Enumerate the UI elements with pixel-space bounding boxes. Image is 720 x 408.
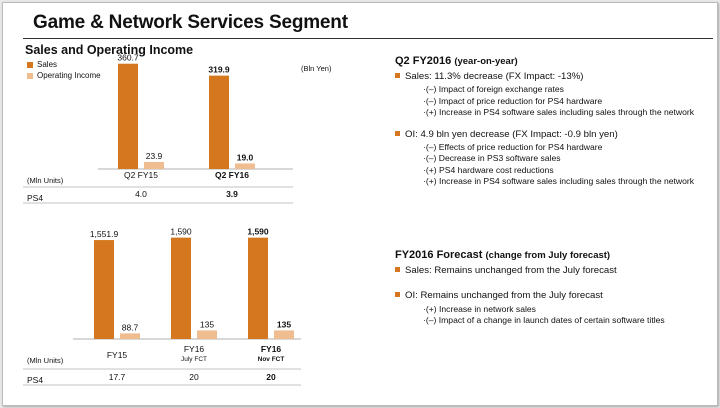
q2-bar-chart: 360.7 23.9 Q2 FY15 4.0 319.9 19.0 Q2 FY16 3.9 <box>23 53 293 204</box>
legend-oi: Operating Income <box>27 70 101 81</box>
fy-sales-bullet: Sales: Remains unchanged from the July f… <box>395 265 715 276</box>
q2-table-row-label: PS4 <box>27 193 44 203</box>
q2-sales-bullet: Sales: 11.3% decrease (FX Impact: -13%) <box>395 71 715 82</box>
fy-oi-bullet: OI: Remains unchanged from the July fore… <box>395 290 715 301</box>
category-label: FY16 <box>184 344 205 354</box>
list-item: ·(+) Increase in PS4 software sales incl… <box>423 106 695 117</box>
sales-data-label: 1,551.9 <box>90 229 119 239</box>
list-item: ·(–) Impact of a change in launch dates … <box>423 314 665 325</box>
oi-bar <box>120 333 140 339</box>
q2-heading: Q2 FY2016 (year-on-year) <box>395 55 715 67</box>
legend-sales: Sales <box>27 59 101 70</box>
list-item: ·(–) Impact of foreign exchange rates <box>423 84 564 95</box>
oi-bar <box>144 162 164 169</box>
fy-heading: FY2016 Forecast (change from July foreca… <box>395 249 715 261</box>
title-rule <box>23 38 713 39</box>
chart-subtitle: Sales and Operating Income <box>25 43 194 57</box>
fy-summary: FY2016 Forecast (change from July foreca… <box>395 249 715 326</box>
legend-oi-swatch <box>27 72 33 79</box>
category-label: FY16 <box>261 344 282 354</box>
table-cell-value: 3.9 <box>226 189 238 199</box>
sales-data-label: 360.7 <box>117 53 139 63</box>
unit-bln-yen: (Bln Yen) <box>301 64 332 73</box>
q2-heading-note: (year-on-year) <box>454 56 518 67</box>
fy-table-row-label: PS4 <box>27 375 44 385</box>
table-cell-value: 20 <box>266 372 276 382</box>
list-item: ·(–) Effects of price reduction for PS4 … <box>423 142 603 153</box>
bullet-square-icon <box>395 267 400 273</box>
oi-data-label: 135 <box>277 319 291 329</box>
sales-bar <box>209 75 229 169</box>
oi-data-label: 19.0 <box>237 152 254 162</box>
sales-bar <box>118 63 138 169</box>
bullet-square-icon <box>395 73 400 79</box>
legend-sales-swatch <box>27 61 33 68</box>
fy-oi-items: ·(+) Increase in network sales ·(–) Impa… <box>423 304 715 326</box>
legend-oi-label: Operating Income <box>37 71 101 80</box>
q2-summary: Q2 FY2016 (year-on-year) Sales: 11.3% de… <box>395 55 715 187</box>
bullet-square-icon <box>395 131 400 137</box>
page-title: Game & Network Services Segment <box>33 12 348 33</box>
fy-bar-chart: 1,551.9 88.7 FY15 17.7 1,590 135 FY16 July FCT 2… <box>23 227 301 386</box>
legend-sales-label: Sales <box>37 60 58 69</box>
q2-oi-items: ·(–) Effects of price reduction for PS4 … <box>423 142 715 187</box>
category-label: FY15 <box>107 350 128 360</box>
fy-sales-text: Sales: Remains unchanged from the July f… <box>405 265 617 277</box>
category-label: Q2 FY16 <box>215 170 249 180</box>
list-item: ·(+) PS4 hardware cost reductions <box>423 164 554 175</box>
fy-heading-text: FY2016 Forecast <box>395 249 483 261</box>
oi-bar <box>235 163 255 169</box>
sales-data-label: 319.9 <box>208 65 230 75</box>
q2-oi-bullet: OI: 4.9 bln yen decrease (FX Impact: -0.… <box>395 129 715 140</box>
table-cell-value: 4.0 <box>135 189 147 199</box>
q2-oi-text: OI: 4.9 bln yen decrease (FX Impact: -0.… <box>405 129 618 141</box>
list-item: ·(+) Increase in PS4 software sales incl… <box>423 175 695 186</box>
category-label: Q2 FY15 <box>124 170 158 180</box>
bullet-square-icon <box>395 292 400 298</box>
sales-data-label: 1,590 <box>170 227 192 237</box>
q2-table-unit: (Mln Units) <box>27 176 64 185</box>
category-sublabel: July FCT <box>181 356 207 363</box>
list-item: ·(–) Impact of price reduction for PS4 h… <box>423 95 603 106</box>
q2-sales-items: ·(–) Impact of foreign exchange rates ·(… <box>423 84 715 118</box>
oi-data-label: 23.9 <box>146 151 163 161</box>
oi-data-label: 135 <box>200 319 214 329</box>
oi-bar <box>197 330 217 339</box>
category-sublabel: Nov FCT <box>258 356 285 363</box>
q2-heading-text: Q2 FY2016 <box>395 55 452 67</box>
oi-data-label: 88.7 <box>122 322 139 332</box>
fy-oi-text: OI: Remains unchanged from the July fore… <box>405 290 603 302</box>
sales-bar <box>171 237 191 339</box>
list-item: ·(–) Decrease in PS3 software sales <box>423 153 561 164</box>
legend: Sales Operating Income <box>27 59 101 81</box>
list-item: ·(+) Increase in network sales <box>423 303 536 314</box>
sales-bar <box>248 237 268 339</box>
fy-heading-note: (change from July forecast) <box>485 250 611 261</box>
q2-sales-text: Sales: 11.3% decrease (FX Impact: -13%) <box>405 71 584 83</box>
sales-bar <box>94 240 114 339</box>
table-cell-value: 20 <box>189 372 199 382</box>
sales-data-label: 1,590 <box>247 227 269 237</box>
oi-bar <box>274 330 294 339</box>
table-cell-value: 17.7 <box>109 372 126 382</box>
fy-table-unit: (Mln Units) <box>27 356 64 365</box>
